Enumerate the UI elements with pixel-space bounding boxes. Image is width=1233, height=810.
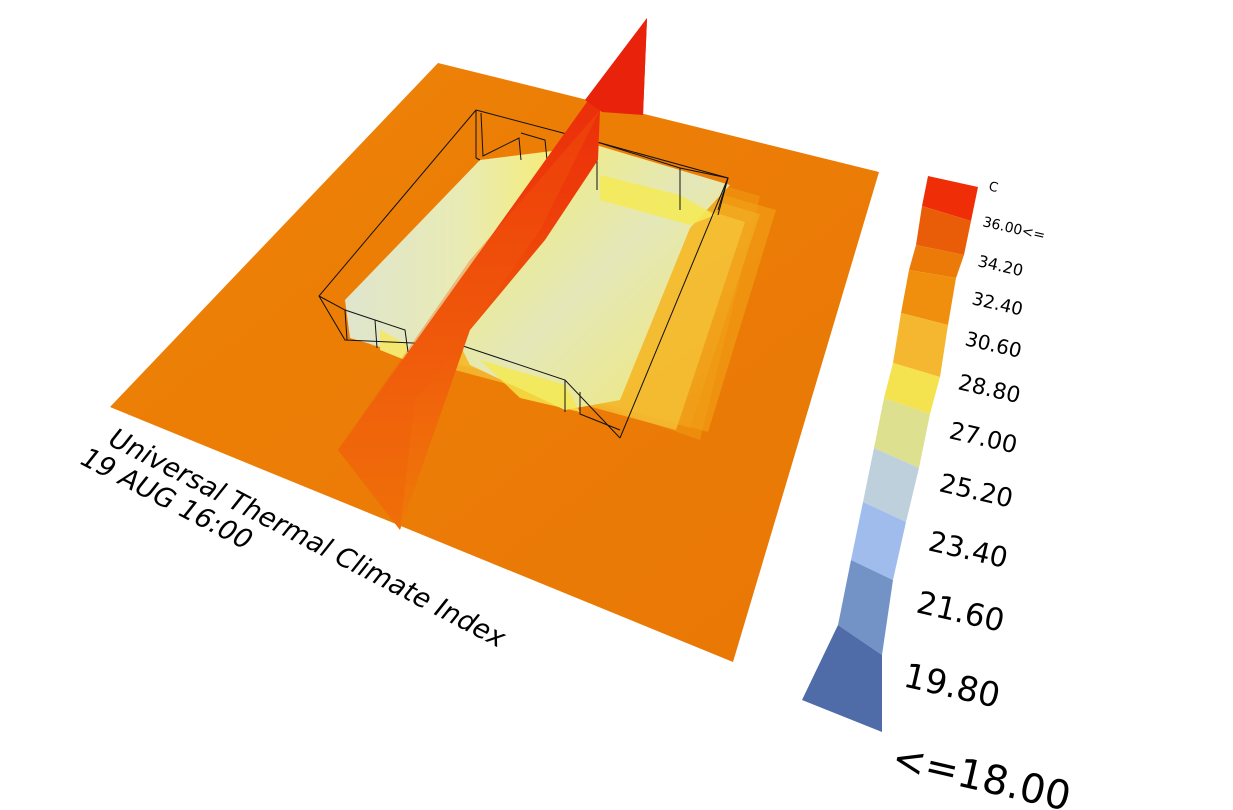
legend-swatch	[838, 560, 893, 655]
legend-swatch	[874, 398, 930, 468]
legend-swatch	[916, 206, 971, 255]
building-outline	[318, 109, 729, 439]
legend-unit: C	[987, 179, 999, 196]
legend-label: <=18.00	[888, 735, 1075, 810]
legend-label: 36.00<=	[981, 214, 1047, 244]
legend-swatch	[884, 363, 940, 414]
legend-swatch	[901, 270, 956, 325]
legend: C 36.00<= 34.20 32.40 30.60 28.80 27.00 25.20 23…	[802, 176, 1075, 810]
legend-swatch	[922, 176, 978, 221]
legend-label: 34.20	[976, 251, 1025, 280]
legend-swatch	[863, 448, 919, 522]
legend-swatch	[893, 313, 948, 377]
legend-label: 19.80	[900, 656, 1004, 717]
building-interior-left	[345, 150, 560, 360]
legend-label: 23.40	[925, 525, 1011, 575]
legend-label: 21.60	[913, 585, 1008, 640]
legend-label: 27.00	[947, 417, 1020, 460]
legend-label: 25.20	[936, 469, 1015, 515]
legend-label: 32.40	[970, 288, 1025, 320]
section-plane	[338, 18, 647, 530]
legend-swatch	[851, 502, 906, 580]
legend-swatch	[802, 625, 882, 732]
legend-label: 28.80	[956, 370, 1023, 409]
legend-swatch	[909, 245, 964, 278]
legend-label: 30.60	[963, 326, 1024, 362]
